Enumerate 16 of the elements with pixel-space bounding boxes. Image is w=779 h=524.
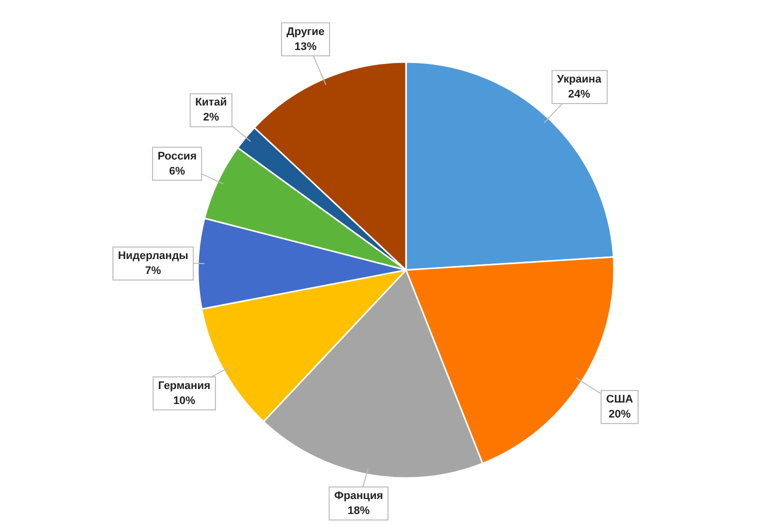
slice-label: Китай xyxy=(195,96,227,109)
data-label: 13% xyxy=(294,40,317,53)
data-label: 18% xyxy=(348,505,370,517)
data-label: 2% xyxy=(203,112,220,124)
data-label: 7% xyxy=(145,265,162,278)
data-label: 24% xyxy=(568,88,590,101)
data-label: 20% xyxy=(608,408,631,421)
slice-label: США xyxy=(606,394,634,406)
slice-label: Нидерланды xyxy=(118,250,188,262)
data-label: 10% xyxy=(173,394,196,407)
slice-label: Украина xyxy=(557,74,602,86)
slice-label: Франция xyxy=(334,490,383,502)
slice-label: Россия xyxy=(158,150,197,162)
data-label: 6% xyxy=(169,165,186,178)
slice-label: Германия xyxy=(158,380,210,392)
slice-label: Другие xyxy=(286,26,325,38)
